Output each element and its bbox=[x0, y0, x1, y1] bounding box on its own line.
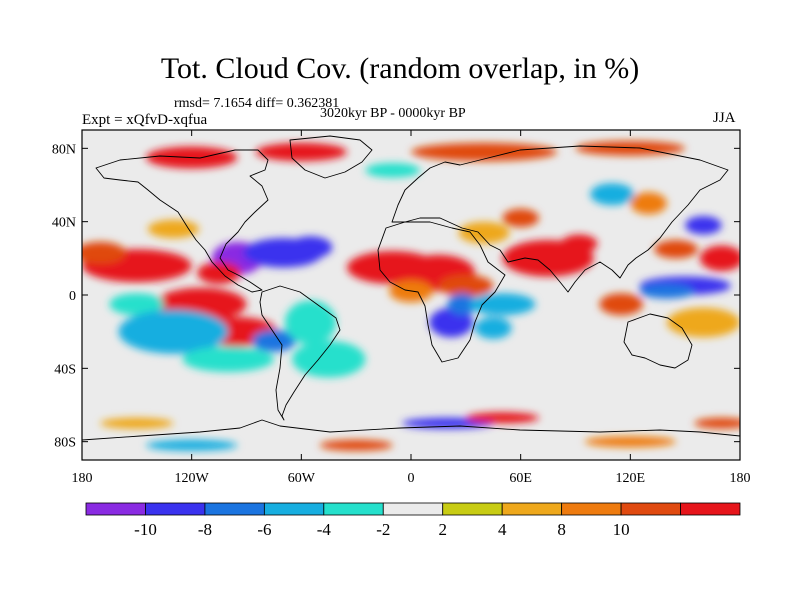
x-tick-label: 180 bbox=[730, 471, 751, 486]
x-tick-label: 0 bbox=[408, 471, 415, 486]
anomaly-blob-34 bbox=[590, 183, 634, 206]
colorbar-label: 4 bbox=[498, 520, 507, 539]
anomaly-blob-40 bbox=[365, 163, 421, 178]
y-tick-label: 80S bbox=[54, 436, 76, 451]
stats-line: rmsd= 7.1654 diff= 0.362381 bbox=[174, 96, 340, 111]
anomaly-blob-24 bbox=[560, 234, 598, 253]
anomaly-blob-10 bbox=[118, 309, 229, 354]
y-tick-label: 80N bbox=[52, 142, 76, 157]
coastline-greenland bbox=[289, 135, 373, 179]
anomaly-field bbox=[82, 141, 740, 451]
anomaly-blob-30 bbox=[699, 245, 740, 272]
coastline-south-america bbox=[259, 285, 341, 421]
x-tick-label: 180 bbox=[72, 471, 93, 486]
coastline-north-america bbox=[95, 149, 269, 293]
anomaly-blob-3 bbox=[197, 262, 242, 284]
y-tick-label: 0 bbox=[69, 289, 76, 304]
anomaly-blob-37 bbox=[255, 142, 347, 162]
anomaly-blob-43 bbox=[465, 412, 539, 424]
colorbar-swatch-0 bbox=[85, 502, 146, 516]
anomaly-blob-47 bbox=[694, 417, 740, 429]
anomaly-blob-9 bbox=[109, 293, 165, 316]
anomaly-blob-41 bbox=[319, 439, 393, 451]
colorbar-label: 2 bbox=[438, 520, 447, 539]
season-label: JJA bbox=[713, 110, 736, 126]
anomaly-blob-12 bbox=[182, 346, 274, 373]
anomaly-blob-18 bbox=[438, 274, 494, 297]
anomaly-blob-38 bbox=[411, 142, 558, 162]
x-tick-label: 120W bbox=[175, 471, 210, 486]
anomaly-blob-45 bbox=[584, 436, 676, 448]
anomaly-blob-44 bbox=[146, 439, 238, 451]
anomaly-blob-32 bbox=[685, 216, 722, 235]
y-tick-label: 40S bbox=[54, 362, 76, 377]
anomaly-blob-33 bbox=[666, 307, 740, 338]
anomaly-blob-25 bbox=[502, 208, 539, 228]
colorbar-swatch-9 bbox=[620, 502, 681, 516]
anomaly-blob-46 bbox=[100, 417, 174, 429]
anomaly-blob-6 bbox=[147, 219, 199, 239]
colorbar-swatch-4 bbox=[323, 502, 384, 516]
chart-title: Tot. Cloud Cov. (random overlap, in %) bbox=[160, 52, 640, 85]
x-tick-label: 120E bbox=[616, 471, 646, 486]
anomaly-blob-5 bbox=[82, 241, 126, 264]
period-line: 3020kyr BP - 0000kyr BP bbox=[320, 106, 466, 121]
anomaly-blob-28 bbox=[639, 284, 695, 299]
anomaly-blob-29 bbox=[599, 293, 644, 316]
anomaly-blob-13 bbox=[284, 300, 337, 345]
colorbar-swatch-3 bbox=[263, 502, 325, 516]
coastline-eurasia bbox=[391, 145, 729, 293]
colorbar-swatch-6 bbox=[442, 502, 503, 516]
coastline-australia bbox=[623, 313, 693, 369]
colorbar-swatch-8 bbox=[561, 502, 622, 516]
anomaly-blob-31 bbox=[654, 240, 698, 259]
anomaly-blob-21 bbox=[469, 293, 536, 316]
colorbar-swatch-5 bbox=[382, 502, 444, 516]
anomaly-blob-2 bbox=[288, 236, 333, 259]
x-tick-label: 60E bbox=[509, 471, 532, 486]
colorbar-label: -8 bbox=[198, 520, 212, 539]
colorbar-label: 10 bbox=[613, 520, 630, 539]
anomaly-blob-26 bbox=[458, 221, 510, 244]
colorbar-label: -2 bbox=[376, 520, 390, 539]
axis-ticks: 180 120W 60W 0 60E 120E 180 80N 40N 0 40S 80S bbox=[52, 130, 751, 486]
coastline-africa bbox=[377, 221, 506, 363]
colorbar-swatch-2 bbox=[204, 502, 265, 516]
colorbar: -10 -8 -6 -4 -2 2 4 8 10 bbox=[85, 502, 741, 539]
colorbar-label: -4 bbox=[317, 520, 332, 539]
colorbar-swatch-10 bbox=[680, 502, 741, 516]
anomaly-blob-22 bbox=[475, 317, 512, 339]
anomaly-blob-35 bbox=[630, 192, 667, 215]
coastline-antarctica bbox=[82, 419, 740, 441]
anomaly-blob-20 bbox=[447, 293, 477, 316]
experiment-line: Expt = xQfvD-xqfua bbox=[82, 112, 208, 128]
colorbar-label: -10 bbox=[134, 520, 157, 539]
colorbar-label: 8 bbox=[557, 520, 566, 539]
x-tick-label: 60W bbox=[288, 471, 316, 486]
coastlines bbox=[82, 135, 740, 441]
anomaly-blob-42 bbox=[401, 417, 494, 429]
y-tick-label: 40N bbox=[52, 216, 76, 231]
colorbar-label: -6 bbox=[257, 520, 271, 539]
anomaly-blob-11 bbox=[252, 329, 296, 352]
colorbar-swatch-1 bbox=[145, 502, 206, 516]
colorbar-swatch-7 bbox=[501, 502, 563, 516]
